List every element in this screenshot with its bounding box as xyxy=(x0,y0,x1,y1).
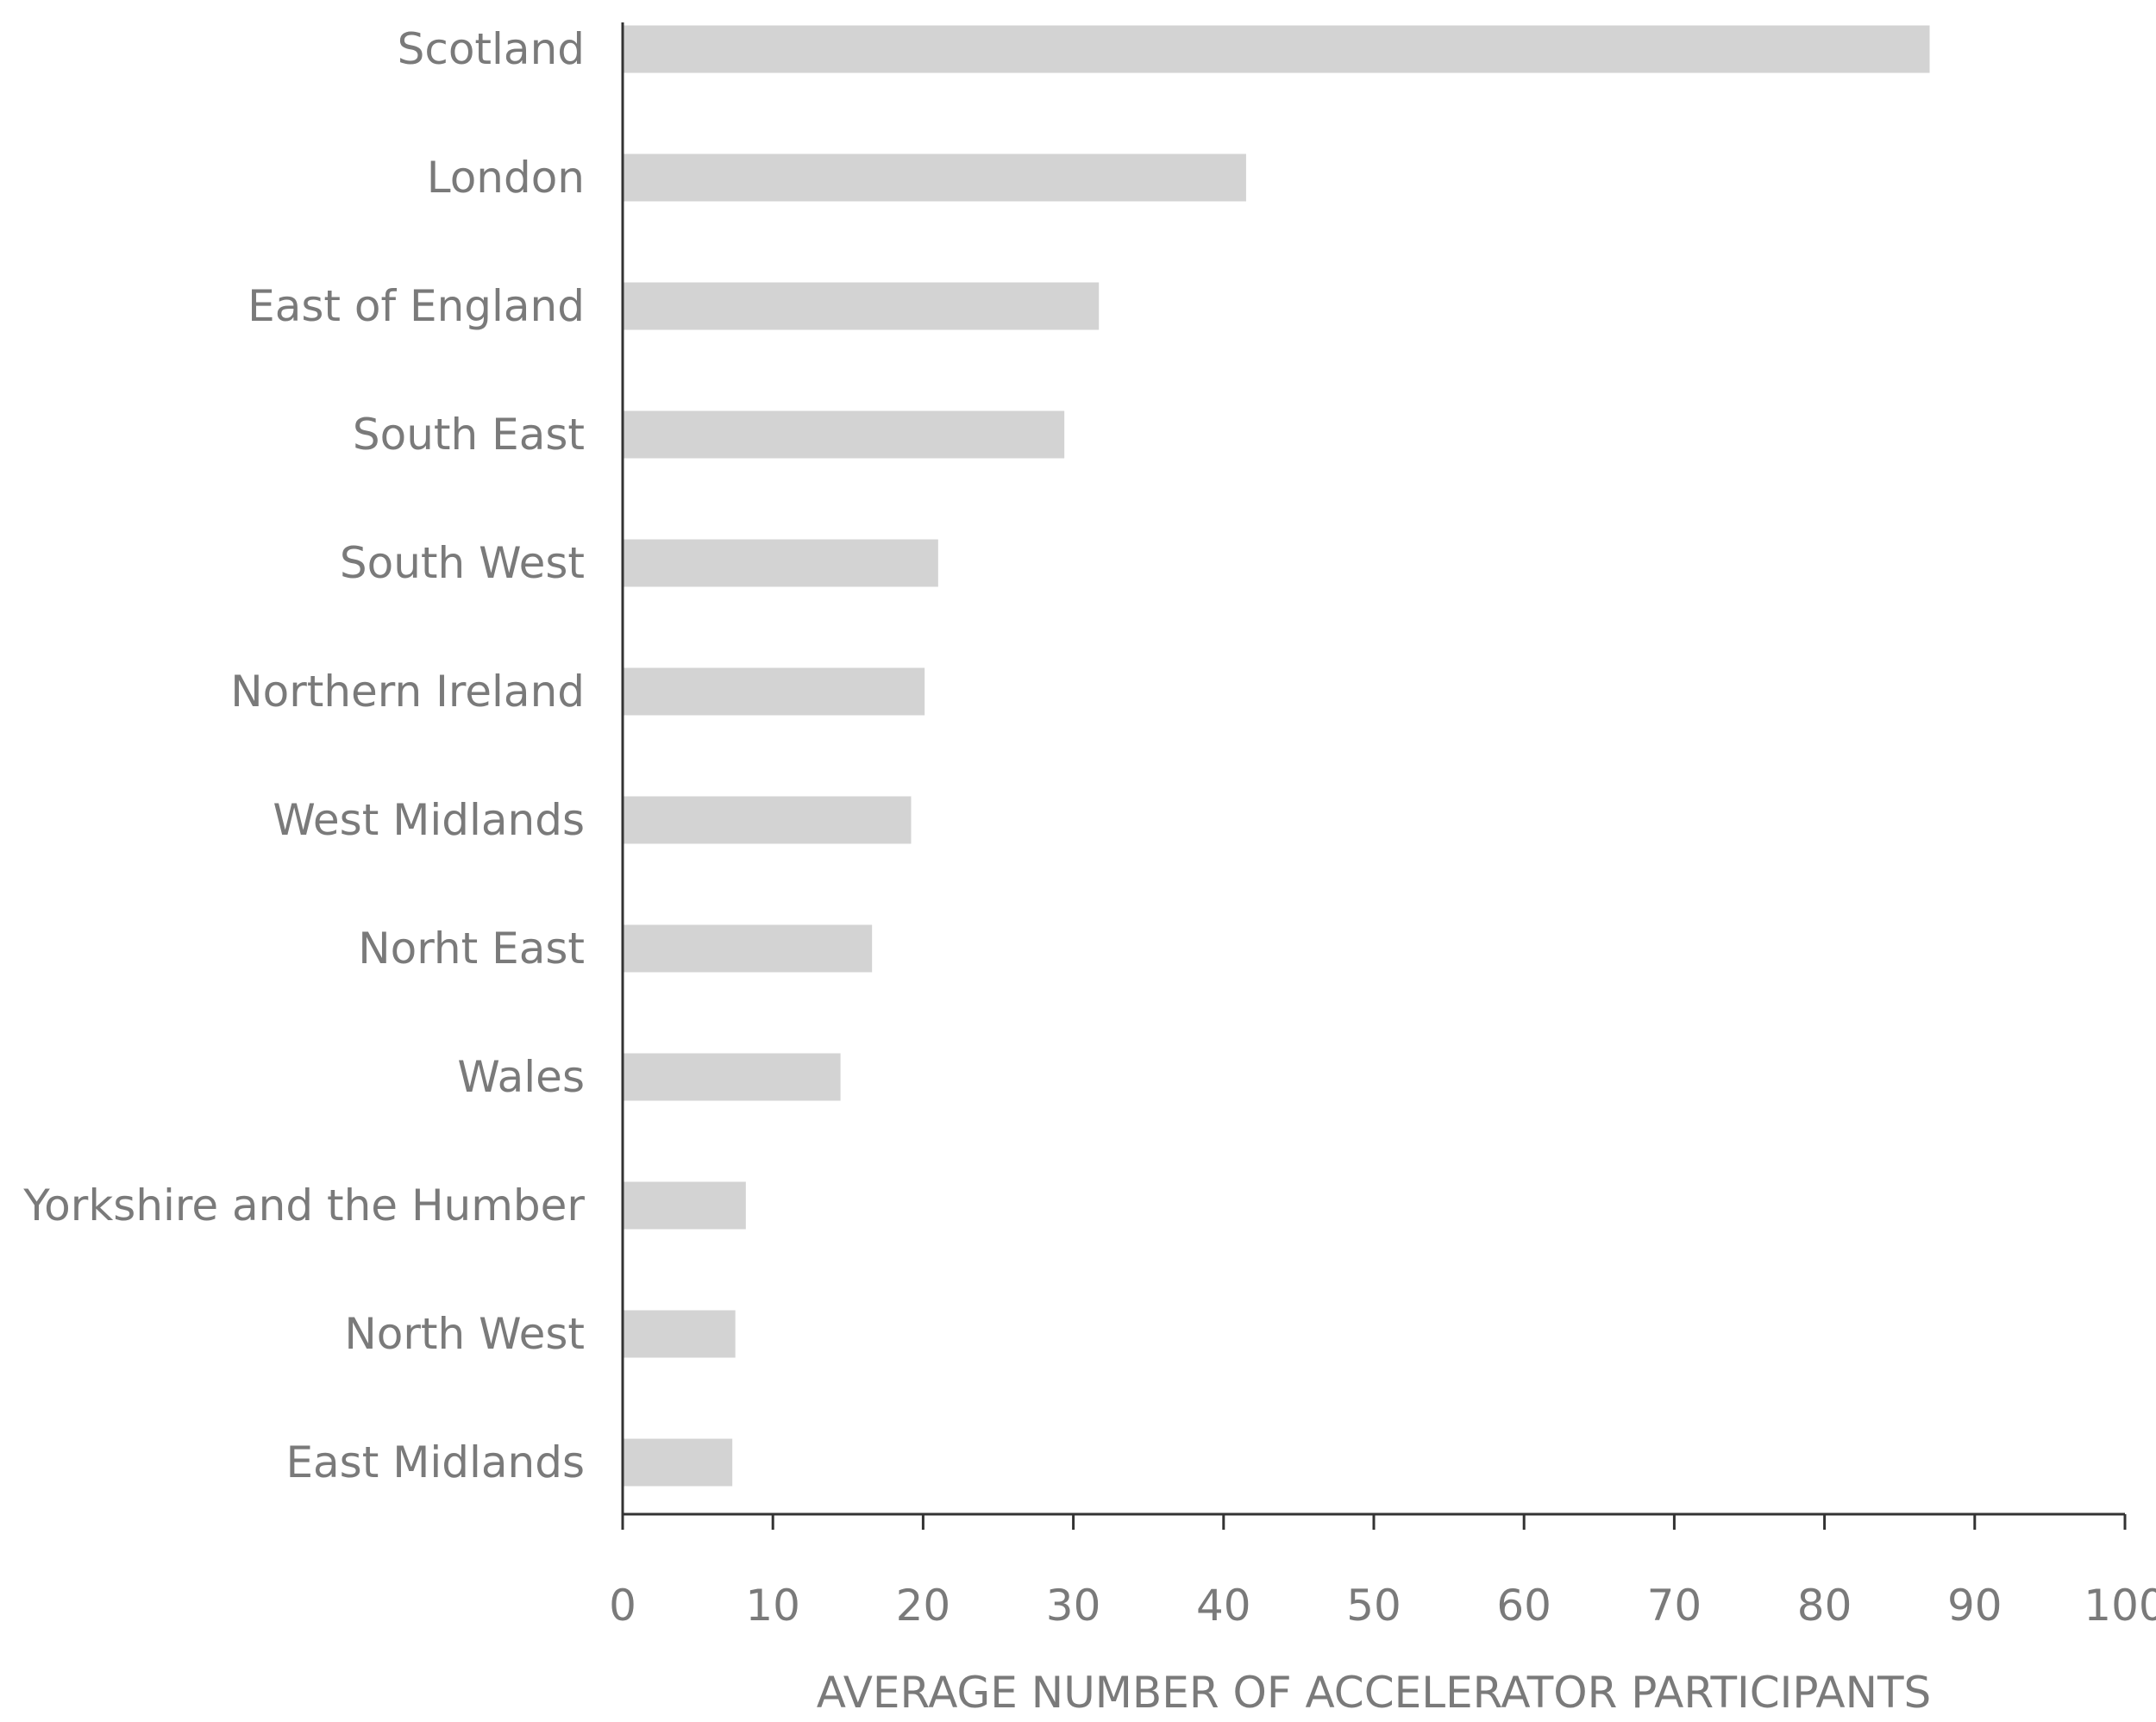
bars-layer xyxy=(623,25,1930,1487)
category-label: Northern Ireland xyxy=(230,667,585,717)
x-axis-ticks: 0 10 20 30 40 50 60 70 80 90 100 xyxy=(609,1514,2156,1631)
x-tick-label: 60 xyxy=(1496,1581,1551,1631)
x-tick-label: 100 xyxy=(2084,1581,2156,1631)
bar-scotland xyxy=(623,25,1930,73)
category-label: South West xyxy=(340,538,585,588)
bar-east-midlands xyxy=(623,1438,733,1487)
x-tick-label: 40 xyxy=(1196,1581,1251,1631)
bar-norht-east xyxy=(623,924,873,973)
bar-yorkshire-and-the-humber xyxy=(623,1181,746,1230)
bar-north-west xyxy=(623,1310,736,1358)
x-tick-label: 30 xyxy=(1046,1581,1101,1631)
x-tick-label: 0 xyxy=(609,1581,636,1631)
category-labels: Scotland London East of England South East S… xyxy=(22,24,585,1487)
category-label: London xyxy=(427,153,585,203)
category-label: Wales xyxy=(457,1052,585,1102)
bar-east-of-england xyxy=(623,282,1100,330)
x-tick-label: 10 xyxy=(745,1581,800,1631)
bar-west-midlands xyxy=(623,796,912,844)
bar-wales xyxy=(623,1053,841,1101)
category-label: Norht East xyxy=(358,924,585,974)
bar-south-east xyxy=(623,410,1065,459)
category-label: Scotland xyxy=(398,24,585,74)
bar-london xyxy=(623,153,1246,202)
bar-south-west xyxy=(623,539,938,587)
category-label: East Midlands xyxy=(285,1437,585,1487)
category-label: West Midlands xyxy=(273,795,585,845)
category-label: East of England xyxy=(248,281,585,331)
x-axis-title: AVERAGE NUMBER OF ACCELERATOR PARTICIPAN… xyxy=(817,1668,1932,1718)
axes xyxy=(621,22,2125,1516)
category-label: Yorkshire and the Humber xyxy=(22,1180,585,1230)
bar-northern-ireland xyxy=(623,667,925,716)
category-label: South East xyxy=(353,410,585,460)
category-label: North West xyxy=(344,1309,585,1359)
x-tick-label: 50 xyxy=(1346,1581,1401,1631)
x-tick-label: 20 xyxy=(896,1581,951,1631)
x-tick-label: 90 xyxy=(1947,1581,2002,1631)
x-tick-label: 80 xyxy=(1797,1581,1852,1631)
x-tick-label: 70 xyxy=(1647,1581,1702,1631)
